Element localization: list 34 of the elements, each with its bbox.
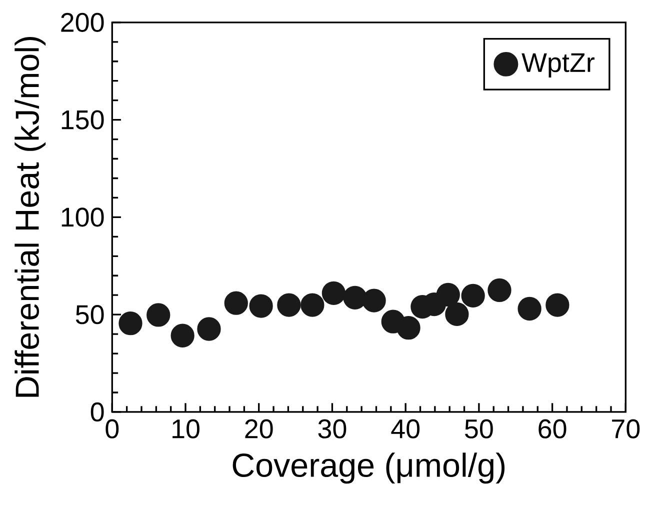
point (300, 293, 324, 317)
x-tick-label: 50 (465, 419, 493, 438)
point (146, 303, 170, 327)
point (488, 278, 512, 302)
point (118, 311, 142, 336)
point (322, 281, 346, 305)
x-tick-label: 40 (391, 419, 420, 438)
x-tick-label: 0 (106, 419, 119, 438)
y-axis-title: Differential Heat (kJ/mol) (14, 36, 46, 397)
x-tick-label: 60 (538, 419, 566, 438)
point (170, 324, 194, 348)
point (362, 288, 386, 312)
y-tick-label: 150 (62, 110, 104, 130)
x-tick-label: 30 (318, 419, 346, 438)
y-tick-label: 200 (61, 12, 104, 32)
point (396, 316, 420, 340)
point (436, 282, 460, 306)
x-tick-label: 20 (245, 419, 273, 438)
point (445, 302, 469, 326)
x-tick-label: 10 (172, 419, 200, 438)
point (461, 284, 485, 308)
point (197, 317, 221, 341)
point (277, 293, 301, 317)
x-axis-title: Coverage (μmol/g) (232, 452, 505, 484)
point (224, 291, 248, 315)
point (249, 294, 273, 318)
point (546, 293, 570, 317)
y-tick-label: 100 (62, 208, 104, 227)
y-tick-label: 50 (76, 304, 104, 324)
legend-label: WptZr (522, 53, 594, 78)
x-tick-label: 70 (612, 419, 640, 438)
point (518, 296, 542, 320)
point (343, 286, 367, 310)
y-tick-label: 0 (90, 402, 104, 422)
